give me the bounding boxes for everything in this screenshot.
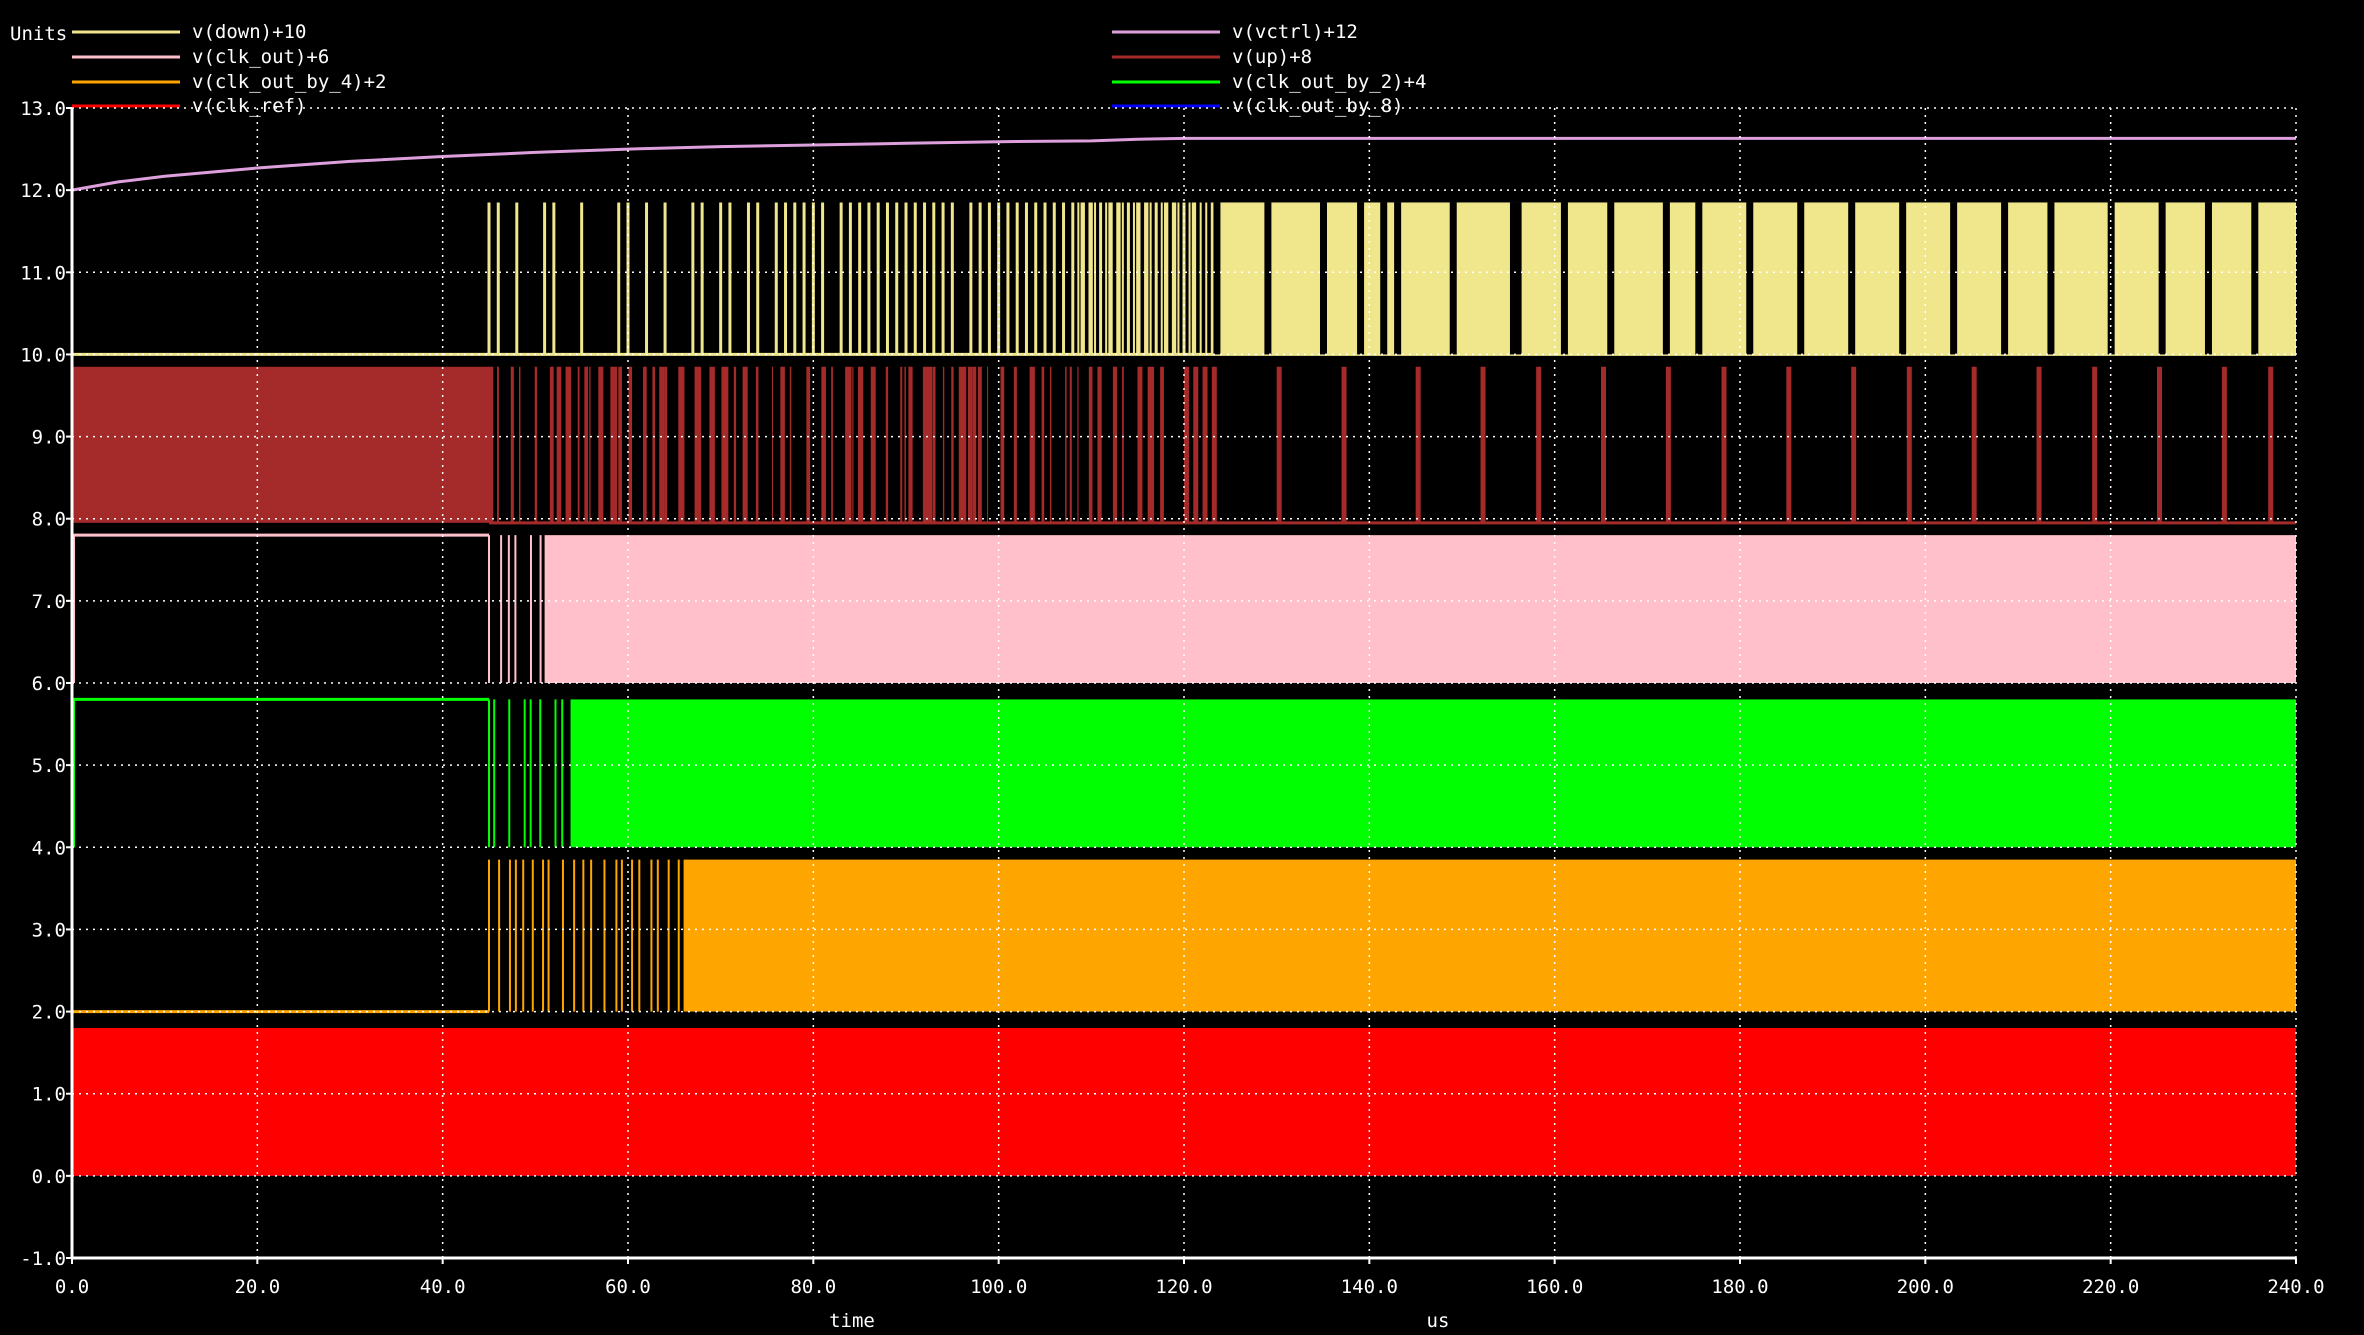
series-v-clk-out-by-2-4 <box>72 697 2296 848</box>
legend-label-v-up-8: v(up)+8 <box>1232 46 1312 68</box>
data-layer <box>71 136 2296 1176</box>
legend-label-v-clk-out-by-2-4: v(clk_out_by_2)+4 <box>1232 71 1426 93</box>
y-tick-label: 12.0 <box>20 180 66 202</box>
y-tick-label: 4.0 <box>32 837 66 859</box>
series-v-down-10 <box>72 202 2296 356</box>
legend-label-v-clk-out-6: v(clk_out)+6 <box>192 46 329 68</box>
x-tick-label: 180.0 <box>1711 1276 1768 1298</box>
x-tick-label: 220.0 <box>2082 1276 2139 1298</box>
series-v-clk-out-6-band <box>544 535 2296 683</box>
grid <box>72 108 2296 1258</box>
series-v-clk-ref <box>72 1028 2296 1176</box>
y-tick-label: 11.0 <box>20 262 66 284</box>
legend-label-v-vctrl-12: v(vctrl)+12 <box>1232 21 1358 43</box>
y-tick-label: 9.0 <box>32 427 66 449</box>
y-tick-label: 6.0 <box>32 673 66 695</box>
series-v-clk-out-by-4-2-band <box>683 859 2296 1012</box>
y-tick-label: 7.0 <box>32 591 66 613</box>
x-tick-label: 100.0 <box>970 1276 1027 1298</box>
x-tick-label: 140.0 <box>1341 1276 1398 1298</box>
x-tick-label: 200.0 <box>1897 1276 1954 1298</box>
x-tick-label: 120.0 <box>1155 1276 1212 1298</box>
legend-label-v-clk-ref: v(clk_ref) <box>192 95 306 117</box>
legend-label-v-down-10: v(down)+10 <box>192 21 306 43</box>
x-tick-label: 80.0 <box>790 1276 836 1298</box>
series-v-up-8 <box>72 366 2296 525</box>
x-tick-label: 40.0 <box>420 1276 466 1298</box>
units-label: Units <box>10 23 67 45</box>
series-v-clk-out-by-2-4-band <box>572 699 2296 848</box>
series-v-clk-out-6 <box>72 533 2296 683</box>
y-tick-label: 8.0 <box>32 509 66 531</box>
y-tick-label: 0.0 <box>32 1166 66 1188</box>
tick-labels: 13.0 12.0 11.0 10.0 9.0 8.0 7.0 6.0 5.0 4.0 3.0 2.0… <box>20 98 2324 1298</box>
y-tick-label: 1.0 <box>32 1084 66 1106</box>
y-tick-label: 10.0 <box>20 344 66 366</box>
legend-label-v-clk-out-by-8: v(clk_out_by_8) <box>1232 95 1404 117</box>
series-v-clk-out-by-4-2 <box>72 859 2296 1014</box>
legend: v(down)+10 v(vctrl)+12 v(clk_out)+6 v(up)+8… <box>72 21 1426 117</box>
y-tick-label: 13.0 <box>20 98 66 120</box>
series-v-clk-ref-band <box>72 1028 2296 1176</box>
y-tick-label: -1.0 <box>20 1248 66 1270</box>
x-axis-label: time <box>829 1310 875 1332</box>
x-tick-label: 0.0 <box>55 1276 89 1298</box>
y-tick-label: 5.0 <box>32 755 66 777</box>
legend-label-v-clk-out-by-4-2: v(clk_out_by_4)+2 <box>192 71 386 93</box>
y-tick-label: 3.0 <box>32 919 66 941</box>
x-axis-unit: us <box>1427 1310 1450 1332</box>
x-tick-label: 160.0 <box>1526 1276 1583 1298</box>
x-tick-label: 60.0 <box>605 1276 651 1298</box>
x-tick-label: 20.0 <box>234 1276 280 1298</box>
x-tick-label: 240.0 <box>2267 1276 2324 1298</box>
y-tick-label: 2.0 <box>32 1002 66 1024</box>
series-v-vctrl-12 <box>71 136 2296 192</box>
